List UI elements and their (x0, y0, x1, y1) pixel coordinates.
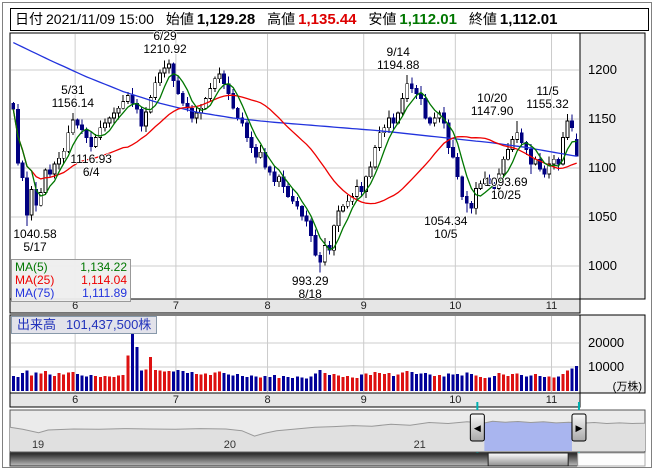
annotation: 11/5 1155.32 (526, 83, 569, 111)
year-label: 21 (413, 439, 426, 451)
open-value: 1,129.28 (196, 11, 256, 28)
ma75-legend-row: MA(75) 1,111.89 (15, 287, 127, 300)
annotation: 10/20 1147.90 (470, 91, 514, 119)
ma75-line (13, 42, 577, 157)
low-value: 1,112.01 (399, 11, 457, 28)
ma25-name: MA(25) (15, 273, 55, 287)
month-label-top: 7 (172, 300, 179, 312)
annotation: 6/29 1210.92 (143, 29, 187, 57)
month-label-bottom: 7 (172, 394, 179, 406)
navigator-selected-area[interactable] (10, 421, 645, 451)
ma5-line (12, 72, 577, 251)
month-label-bottom: 8 (264, 394, 271, 406)
month-label-bottom: 9 (360, 394, 367, 406)
volume-bars (11, 329, 579, 391)
ma75-value: 1,111.89 (82, 286, 127, 300)
navigator-line (9, 420, 646, 437)
month-label-top: 6 (72, 300, 79, 312)
price-axis-label: 1200 (588, 62, 617, 77)
price-axis-label: 1150 (588, 111, 616, 126)
scrollbar-thumb[interactable] (487, 452, 569, 467)
ma5-legend-row: MA(5) 1,134.22 (15, 261, 127, 274)
scrollbar-empty (577, 452, 646, 467)
ma25-value: 1,114.04 (81, 273, 127, 287)
ma25-legend-row: MA(25) 1,114.04 (15, 274, 127, 287)
annotation: 1054.34 10/5 (424, 213, 468, 241)
month-strip-top (9, 298, 581, 314)
annotation: 1040.58 5/17 (13, 227, 57, 255)
volume-label: 出来高 (17, 317, 57, 332)
annotation: 5/31 1156.14 (51, 82, 95, 110)
year-label: 19 (31, 439, 45, 451)
svg-text:▶: ▶ (576, 423, 583, 433)
ma5-name: MA(5) (15, 260, 48, 274)
ma25-line (12, 94, 577, 205)
svg-text:◀: ◀ (474, 423, 481, 433)
close-label: 終値 (468, 11, 497, 27)
range-handle-left[interactable]: ◀ (469, 413, 485, 442)
year-label: 20 (223, 439, 236, 451)
volume-axis-panel (579, 314, 646, 394)
month-label-bottom: 6 (72, 394, 79, 406)
ma5-value: 1,134.22 (80, 260, 127, 274)
month-label-bottom: 10 (449, 394, 462, 406)
volume-axis-label: 10000 (588, 359, 625, 374)
annotation: 1116.93 6/4 (70, 152, 112, 180)
month-strip-bottom (9, 392, 581, 408)
month-label-top: 11 (545, 300, 558, 312)
month-label-bottom: 11 (545, 394, 558, 406)
volume-value: 101,437,500株 (66, 317, 152, 332)
open-label: 始値 (165, 11, 194, 27)
close-value: 1,112.01 (499, 11, 558, 28)
range-handle-right[interactable]: ▶ (571, 413, 587, 442)
low-label: 安値 (368, 11, 397, 27)
ma75-name: MA(75) (15, 286, 55, 300)
annotation: 9/14 1194.88 (376, 45, 420, 73)
high-label: 高値 (267, 11, 296, 27)
month-label-top: 10 (449, 300, 462, 312)
annotation: 993.29 8/18 (291, 273, 329, 301)
date-value: 2021/11/09 15:00 (46, 11, 154, 27)
date-label: 日付 (15, 11, 43, 27)
month-label-top: 8 (264, 300, 271, 312)
quote-header: 日付 2021/11/09 15:00 始値 1,129.28 高値 1,135.44… (10, 8, 649, 31)
ma-legend: MA(5) 1,134.22 MA(25) 1,114.04 MA(75) 1,… (11, 259, 131, 302)
price-axis-label: 1100 (588, 160, 616, 175)
volume-unit-label: (万株) (612, 381, 642, 393)
volume-axis-label: 20000 (588, 335, 625, 350)
price-axis-label: 1050 (588, 209, 617, 224)
annotation: 1093.69 10/25 (484, 175, 528, 203)
price-axis-panel (579, 32, 646, 300)
volume-badge: 出来高 101,437,500株 (11, 316, 158, 334)
price-axis-label: 1000 (588, 258, 617, 273)
high-value: 1,135.44 (298, 11, 357, 28)
month-label-top: 9 (360, 300, 367, 312)
